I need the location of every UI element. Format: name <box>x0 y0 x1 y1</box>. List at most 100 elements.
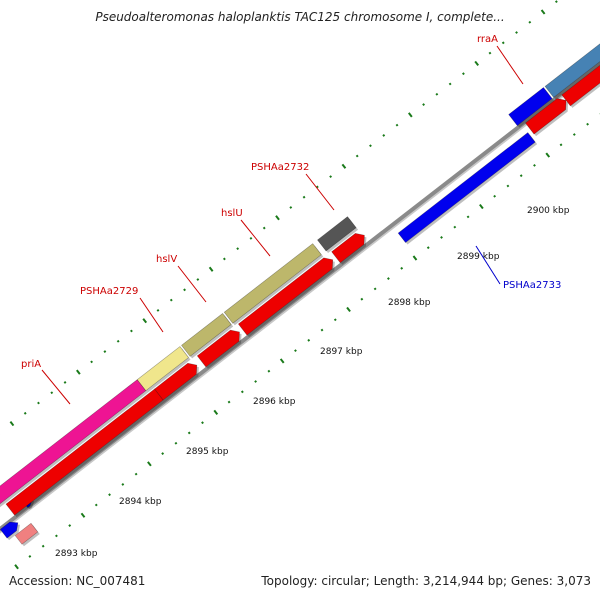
upper-tick <box>382 134 386 137</box>
lower-tick <box>373 287 377 291</box>
lower-tick <box>346 306 351 313</box>
lower-tick <box>426 246 430 250</box>
feature-label-priA-gene: priA <box>21 359 41 370</box>
lower-tick <box>147 461 152 467</box>
upper-tick <box>474 60 480 66</box>
lower-tick <box>493 194 497 198</box>
lower-tick <box>267 369 271 373</box>
lower-tick <box>586 122 589 126</box>
lower-tick <box>533 163 536 167</box>
kbp-label: 2897 kbp <box>320 347 363 357</box>
upper-tick <box>355 154 359 158</box>
hslV-cds-feature <box>196 329 240 368</box>
lower-tick <box>320 328 324 332</box>
upper-tick <box>448 82 452 86</box>
lower-tick <box>121 483 125 486</box>
lower-tick <box>412 255 418 261</box>
upper-tick <box>554 0 558 4</box>
upper-tick <box>169 298 173 302</box>
leader-line <box>475 245 501 285</box>
upper-tick <box>488 51 492 55</box>
upper-tick <box>540 9 546 15</box>
upper-tick <box>407 112 413 118</box>
hslV-gene-feature <box>181 313 232 357</box>
lower-tick <box>559 143 563 147</box>
PSHAa2729-cds-feature <box>154 362 198 401</box>
lower-tick <box>108 493 111 497</box>
next-cds-feature <box>561 64 600 107</box>
kbp-label: 2899 kbp <box>457 252 500 262</box>
lower-tick <box>240 390 244 394</box>
upper-tick <box>341 163 347 169</box>
lower-tick <box>94 503 98 507</box>
kbp-label: 2898 kbp <box>388 298 431 308</box>
upper-tick <box>9 421 15 427</box>
map-title: Pseudoalteromonas haloplanktis TAC125 ch… <box>95 10 505 24</box>
lower-tick <box>307 338 311 342</box>
lower-tick <box>80 512 86 518</box>
blue-small-feature <box>0 521 19 539</box>
upper-tick <box>528 20 532 24</box>
hslU-cds-feature <box>237 257 334 336</box>
accession-text: Accession: NC_007481 <box>9 574 146 588</box>
upper-tick <box>435 92 439 96</box>
lower-tick <box>453 225 457 229</box>
upper-tick <box>289 206 293 209</box>
upper-tick <box>156 308 160 312</box>
lower-tick <box>294 349 297 353</box>
PSHAa2729-gene-feature <box>136 346 189 392</box>
feature-label-PSHAa2729-gene: PSHAa2729 <box>80 286 138 297</box>
upper-tick <box>395 123 399 127</box>
lower-tick <box>279 358 285 364</box>
upper-tick <box>369 144 372 148</box>
kbp-label: 2900 kbp <box>527 206 570 216</box>
genome-stats-text: Topology: circular; Length: 3,214,944 bp… <box>261 574 591 588</box>
kbp-label: 2894 kbp <box>119 497 162 507</box>
upper-tick <box>50 391 54 395</box>
leader-line <box>177 265 207 303</box>
lower-tick <box>479 203 484 210</box>
kbp-label: 2896 kbp <box>253 397 296 407</box>
upper-tick <box>515 31 518 34</box>
kbp-label: 2893 kbp <box>55 549 98 559</box>
upper-tick <box>130 329 133 333</box>
lower-tick <box>134 472 138 476</box>
leader-line <box>240 219 271 257</box>
lower-tick <box>161 452 165 455</box>
upper-tick <box>236 247 240 251</box>
leader-line <box>496 45 524 85</box>
lower-tick <box>174 441 178 445</box>
PSHAa2733-gene-feature <box>397 132 536 243</box>
lower-tick <box>28 555 32 558</box>
lower-tick <box>572 133 576 136</box>
leader-line <box>139 297 164 333</box>
lower-tick <box>360 297 364 301</box>
upper-tick <box>222 257 226 261</box>
priA-gene-feature <box>0 379 147 505</box>
lower-tick <box>400 266 404 270</box>
rraA-cds-feature <box>525 98 567 135</box>
leader-line <box>41 369 71 405</box>
lower-tick <box>41 544 45 548</box>
upper-tick <box>275 215 280 221</box>
backbone-line <box>0 61 600 532</box>
upper-tick <box>208 266 214 272</box>
upper-tick <box>142 318 148 324</box>
upper-tick <box>315 185 319 189</box>
lower-tick <box>440 236 443 239</box>
lower-tick <box>227 400 231 404</box>
lower-tick <box>519 174 523 178</box>
upper-tick <box>329 175 333 179</box>
lower-tick <box>201 421 204 425</box>
lower-tick <box>387 277 390 280</box>
upper-tick <box>422 103 425 106</box>
lower-tick <box>254 380 258 383</box>
upper-tick <box>23 411 27 415</box>
upper-tick <box>103 350 107 353</box>
upper-tick <box>183 288 186 292</box>
feature-label-PSHAa2733-gene: PSHAa2733 <box>503 280 561 291</box>
lower-tick <box>466 215 470 219</box>
next-gene-feature <box>544 43 600 98</box>
